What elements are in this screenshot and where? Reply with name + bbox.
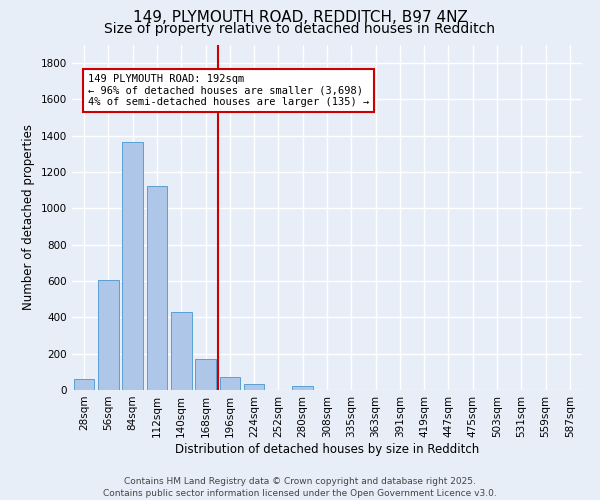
Bar bbox=[195, 359, 216, 390]
X-axis label: Distribution of detached houses by size in Redditch: Distribution of detached houses by size … bbox=[175, 442, 479, 456]
Bar bbox=[74, 379, 94, 390]
Bar bbox=[122, 142, 143, 390]
Text: Size of property relative to detached houses in Redditch: Size of property relative to detached ho… bbox=[104, 22, 496, 36]
Text: 149 PLYMOUTH ROAD: 192sqm
← 96% of detached houses are smaller (3,698)
4% of sem: 149 PLYMOUTH ROAD: 192sqm ← 96% of detac… bbox=[88, 74, 369, 108]
Bar bbox=[146, 186, 167, 390]
Bar bbox=[171, 312, 191, 390]
Bar bbox=[292, 386, 313, 390]
Bar bbox=[220, 378, 240, 390]
Bar bbox=[244, 384, 265, 390]
Text: Contains HM Land Registry data © Crown copyright and database right 2025.
Contai: Contains HM Land Registry data © Crown c… bbox=[103, 476, 497, 498]
Text: 149, PLYMOUTH ROAD, REDDITCH, B97 4NZ: 149, PLYMOUTH ROAD, REDDITCH, B97 4NZ bbox=[133, 10, 467, 25]
Bar bbox=[98, 280, 119, 390]
Y-axis label: Number of detached properties: Number of detached properties bbox=[22, 124, 35, 310]
